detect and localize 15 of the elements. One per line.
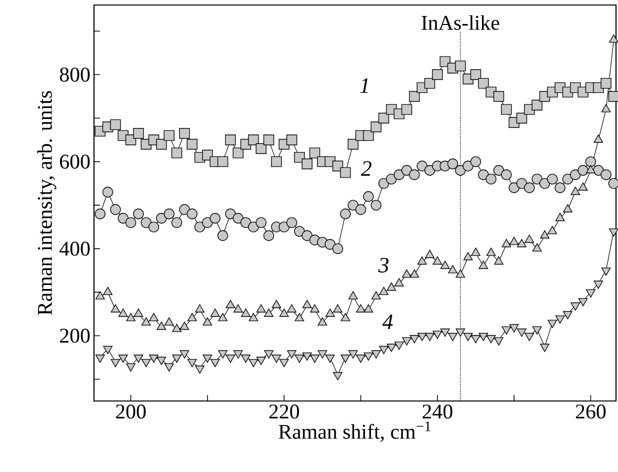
x-tick-label: 200 — [116, 404, 146, 419]
x-axis-title: Raman shift, cm$^{−1}$ — [278, 421, 431, 442]
ref-line-label: InAs-like — [422, 15, 500, 30]
series-label: 1 — [360, 78, 368, 93]
series-label: 3 — [378, 258, 388, 273]
y-tick-label: 800 — [60, 68, 90, 82]
x-tick-label: 240 — [422, 404, 452, 419]
y-axis-title: Raman intensity, arb. units — [37, 91, 56, 316]
series-label: 2 — [360, 161, 372, 176]
x-tick-label: 260 — [576, 404, 606, 419]
x-tick-label: 220 — [269, 404, 299, 419]
series-label: 4 — [382, 314, 393, 329]
y-tick-label: 400 — [60, 242, 90, 256]
y-tick-label: 600 — [60, 154, 90, 169]
y-tick-label: 200 — [60, 328, 90, 343]
